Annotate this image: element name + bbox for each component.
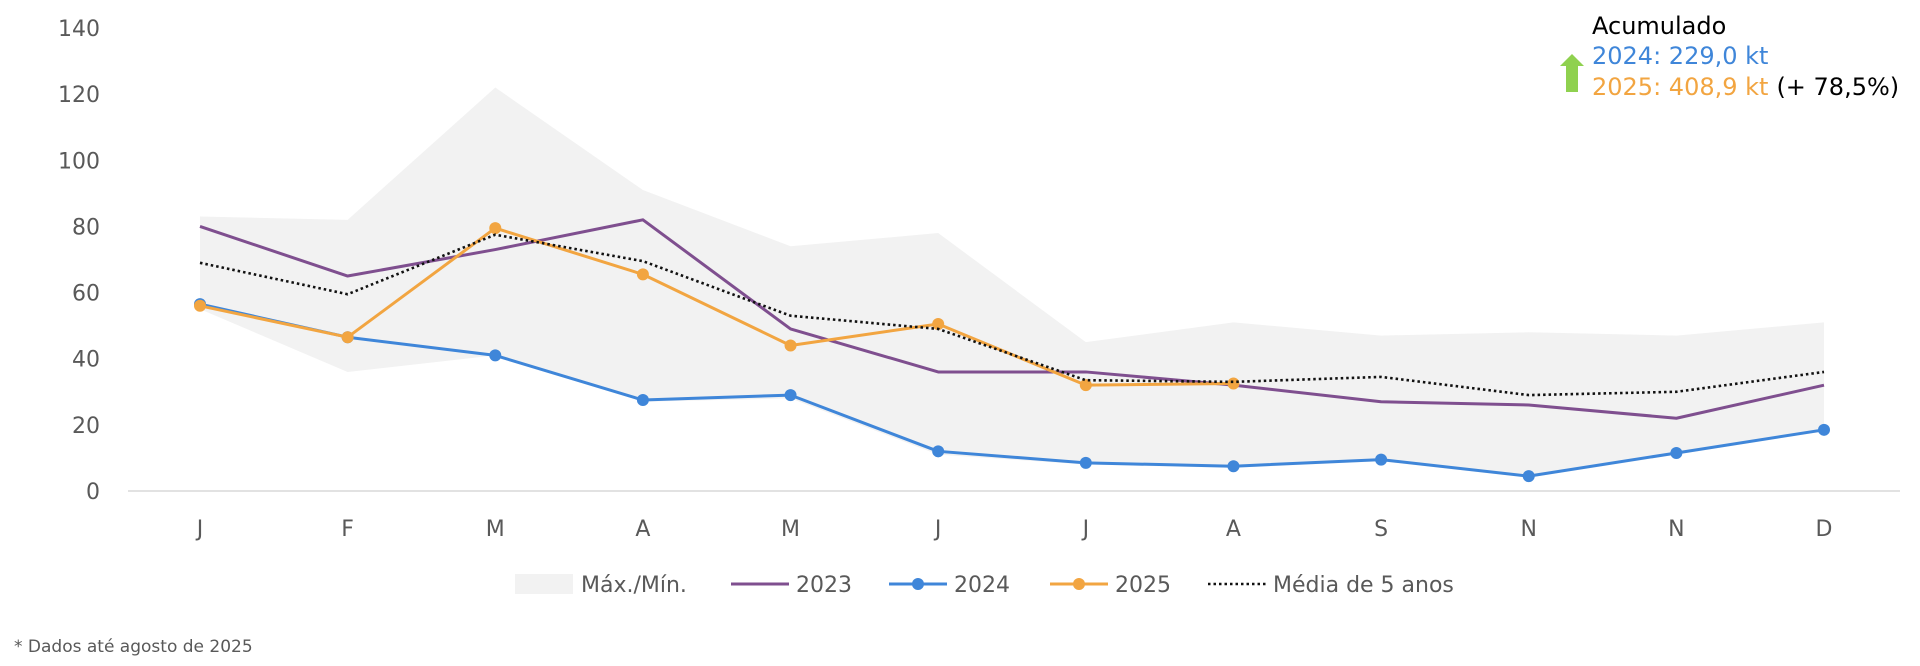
y-axis-tick-labels: 0 20 40 60 80 100 120 140: [58, 17, 100, 505]
annotation-2025-total-line: 2025: 408,9 kt (+ 78,5%): [1592, 73, 1899, 101]
data-point-2024: [1818, 423, 1830, 436]
series-line-media-5-anos: [199, 233, 1825, 397]
data-point-2025: [489, 222, 502, 235]
arrow-up-icon: [1560, 54, 1584, 92]
x-tick-label: F: [341, 517, 354, 542]
footnote: * Dados até agosto de 2025: [14, 637, 253, 657]
series-line-2025: [199, 226, 1234, 387]
data-point-2025: [341, 331, 354, 344]
legend-marker-2024: [912, 578, 924, 590]
legend: Máx./Mín. 2023 2024 2025 Média de 5 anos: [515, 573, 1454, 598]
annotation-2025-total: 2025: 408,9 kt: [1592, 73, 1768, 101]
x-tick-label: N: [1668, 517, 1684, 542]
legend-label-2025: 2025: [1115, 573, 1171, 598]
x-tick-label: J: [933, 517, 942, 542]
data-point-2025: [784, 339, 797, 352]
annotation-title: Acumulado: [1592, 12, 1726, 40]
y-tick-label: 60: [72, 282, 100, 307]
x-tick-label: A: [635, 517, 650, 542]
x-tick-label: J: [195, 517, 204, 542]
data-point-2024: [1670, 446, 1683, 459]
data-point-2025: [1079, 379, 1092, 392]
x-tick-label: M: [781, 517, 800, 542]
x-tick-label: D: [1816, 517, 1833, 542]
y-tick-label: 20: [72, 414, 100, 439]
data-point-2024: [784, 389, 797, 402]
series-line-2023: [199, 218, 1825, 420]
x-tick-label: N: [1520, 517, 1536, 542]
data-point-2025: [194, 299, 206, 312]
legend-label-2024: 2024: [954, 573, 1010, 598]
data-point-2025: [636, 268, 649, 281]
annotation-2024-total: 2024: 229,0 kt: [1592, 42, 1768, 70]
y-tick-label: 100: [58, 149, 100, 174]
y-tick-label: 40: [72, 348, 100, 373]
y-tick-label: 80: [72, 215, 100, 240]
data-point-2025: [1227, 377, 1240, 390]
accumulated-annotation: Acumulado 2024: 229,0 kt 2025: 408,9 kt (…: [1560, 12, 1899, 101]
y-tick-label: 0: [86, 480, 100, 505]
legend-swatch-max-min: [515, 574, 573, 594]
y-tick-label: 120: [58, 83, 100, 108]
series-line-2024: [199, 302, 1825, 478]
x-tick-label: A: [1226, 517, 1241, 542]
data-point-2024: [1227, 460, 1240, 473]
data-point-2024: [1375, 453, 1388, 466]
max-min-band: [200, 87, 1824, 478]
x-tick-label: J: [1081, 517, 1090, 542]
data-point-2024: [932, 445, 945, 458]
legend-label-2023: 2023: [796, 573, 852, 598]
legend-label-media-5-anos: Média de 5 anos: [1273, 573, 1454, 598]
annotation-change-percent: (+ 78,5%): [1776, 73, 1899, 101]
data-point-2025: [932, 317, 945, 330]
y-tick-label: 140: [58, 17, 100, 42]
band-area-max-min: [200, 87, 1824, 478]
x-tick-label: M: [486, 517, 505, 542]
data-point-2024: [489, 349, 502, 362]
data-point-2024: [636, 394, 649, 407]
series-lines: [194, 218, 1830, 483]
legend-label-max-min: Máx./Mín.: [581, 573, 687, 598]
data-point-2024: [1079, 456, 1092, 469]
data-point-2024: [1522, 470, 1535, 483]
legend-marker-2025: [1073, 578, 1085, 590]
x-tick-label: S: [1374, 517, 1388, 542]
